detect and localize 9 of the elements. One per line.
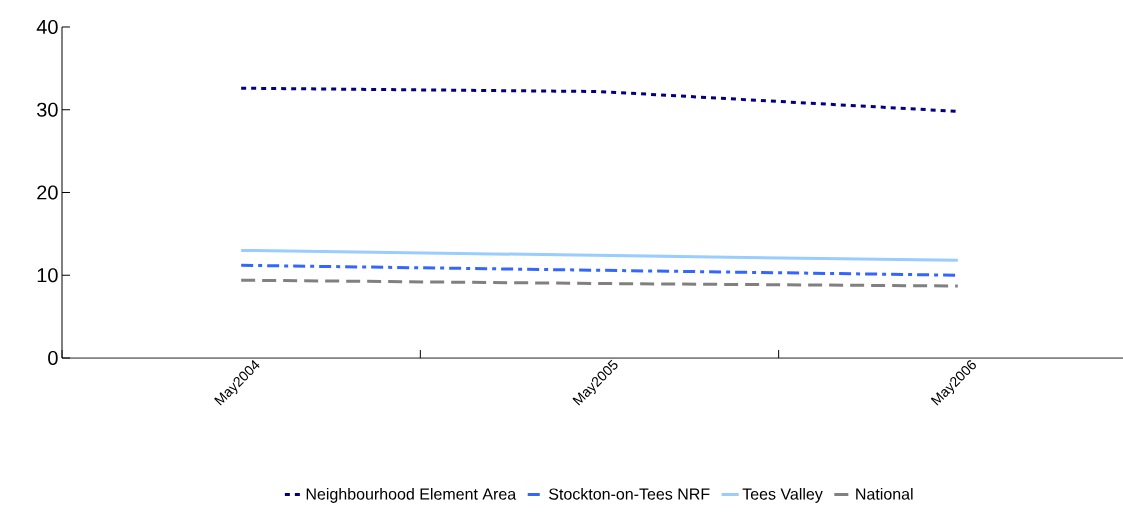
- legend-label: Neighbourhood Element Area: [306, 487, 517, 503]
- legend-label: Tees Valley: [742, 487, 823, 503]
- y-tick-label: 30: [37, 102, 58, 117]
- y-tick-label: 0: [48, 350, 58, 366]
- legend-label: National: [856, 487, 913, 500]
- y-tick-label: 20: [37, 185, 58, 200]
- y-tick-label: 10: [37, 268, 58, 283]
- legend-label: Stockton-on-Tees NRF: [549, 487, 710, 500]
- y-tick-label: 40: [36, 19, 58, 35]
